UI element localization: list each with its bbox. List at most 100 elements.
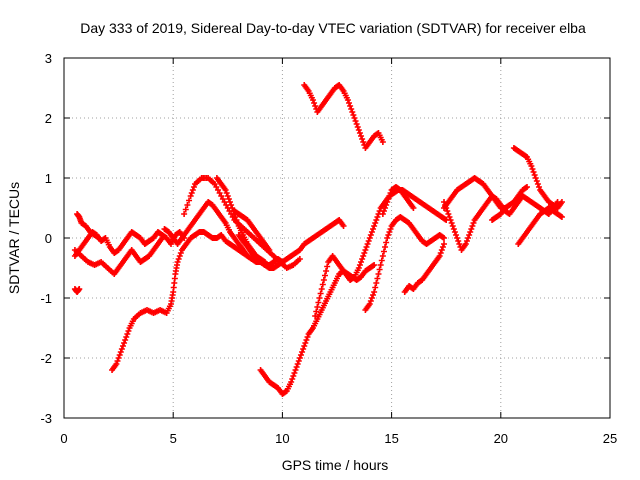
data-point xyxy=(360,139,367,145)
data-point xyxy=(224,193,231,199)
data-point xyxy=(366,301,373,307)
data-point xyxy=(379,211,386,217)
data-point xyxy=(532,175,539,181)
data-point xyxy=(448,220,455,226)
data-point xyxy=(186,197,193,204)
data-point xyxy=(344,97,351,103)
data-point xyxy=(232,214,239,220)
data-point xyxy=(441,199,448,205)
data-point xyxy=(358,133,365,139)
data-point xyxy=(372,284,379,291)
x-tick-label: 25 xyxy=(603,431,617,446)
data-point xyxy=(367,232,374,238)
data-point xyxy=(463,238,470,244)
data-point xyxy=(377,262,384,268)
data-point xyxy=(379,139,386,145)
y-tick-label: 3 xyxy=(45,51,52,66)
data-track xyxy=(441,193,561,253)
data-point xyxy=(383,239,390,246)
data-point xyxy=(289,376,296,382)
data-point xyxy=(356,130,363,136)
data-point xyxy=(366,235,373,241)
data-point xyxy=(301,343,308,349)
data-point xyxy=(382,205,389,211)
data-point xyxy=(222,187,229,193)
data-point xyxy=(311,100,318,106)
y-tick-label: 0 xyxy=(45,231,52,246)
data-track xyxy=(161,199,255,262)
data-point xyxy=(361,250,368,256)
data-point xyxy=(159,235,166,241)
data-point xyxy=(358,259,365,265)
data-track xyxy=(489,205,509,223)
data-point xyxy=(379,253,386,259)
data-point xyxy=(530,169,537,175)
data-point xyxy=(450,226,457,232)
data-point xyxy=(119,343,126,349)
data-point xyxy=(184,202,191,208)
data-point xyxy=(470,220,477,226)
data-point xyxy=(347,103,354,109)
data-point xyxy=(76,286,83,292)
data-point xyxy=(190,184,197,190)
data-point xyxy=(315,299,322,306)
data-point xyxy=(469,223,476,229)
data-point xyxy=(534,181,541,187)
data-point xyxy=(368,229,375,235)
plot-area xyxy=(71,82,565,397)
data-point xyxy=(317,290,324,297)
data-point xyxy=(350,112,357,118)
data-point xyxy=(234,220,241,226)
data-track xyxy=(71,286,83,295)
data-point xyxy=(386,193,393,199)
data-point xyxy=(297,352,304,358)
data-point xyxy=(223,190,230,196)
data-point xyxy=(351,115,358,121)
data-point xyxy=(467,229,474,235)
data-point xyxy=(175,256,182,262)
data-point xyxy=(364,241,371,247)
data-point xyxy=(354,124,361,130)
data-point xyxy=(113,361,120,367)
data-point xyxy=(359,136,366,142)
data-point xyxy=(462,241,469,247)
data-point xyxy=(371,262,378,268)
data-track xyxy=(235,232,286,271)
data-point xyxy=(372,220,379,226)
data-point xyxy=(380,248,387,255)
data-point xyxy=(122,337,129,343)
data-point xyxy=(387,226,394,232)
data-point xyxy=(370,226,377,232)
data-point xyxy=(380,208,387,214)
data-point xyxy=(187,193,194,199)
x-tick-label: 5 xyxy=(170,431,177,446)
data-point xyxy=(321,272,328,279)
data-point xyxy=(176,253,183,259)
data-point xyxy=(313,308,320,315)
data-point xyxy=(319,281,326,288)
grid xyxy=(64,58,610,418)
data-point xyxy=(117,349,124,355)
data-point xyxy=(312,313,319,319)
data-point xyxy=(359,256,366,262)
data-point xyxy=(365,238,372,244)
data-point xyxy=(384,199,391,205)
data-point xyxy=(383,202,390,208)
data-point xyxy=(445,211,452,217)
data-track xyxy=(379,184,417,217)
data-point xyxy=(348,106,355,112)
data-point xyxy=(533,178,540,184)
data-track xyxy=(312,187,450,319)
y-tick-label: -3 xyxy=(40,411,52,426)
data-point xyxy=(290,373,297,379)
data-point xyxy=(294,361,301,367)
data-point xyxy=(279,259,286,265)
data-point xyxy=(324,263,331,270)
series-sdtvar xyxy=(71,82,565,397)
data-point xyxy=(300,346,307,352)
data-point xyxy=(114,358,121,364)
data-point xyxy=(410,205,417,211)
data-point xyxy=(373,280,380,286)
data-point xyxy=(453,232,460,238)
y-axis: -3 -2 -1 0 1 2 3 xyxy=(40,51,610,426)
